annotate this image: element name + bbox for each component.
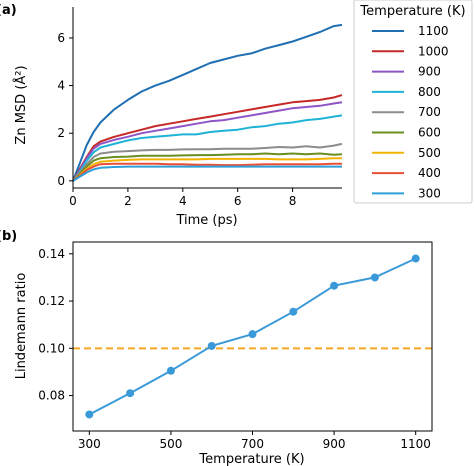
y-tick-label: 0.08: [38, 389, 65, 403]
series-line-1100: [72, 23, 343, 182]
data-point: [207, 341, 216, 350]
x-tick-label: 2: [124, 194, 132, 208]
x-tick-label: 6: [234, 194, 242, 208]
x-tick-label: 700: [241, 437, 264, 451]
y-tick-label: 2: [57, 126, 65, 140]
x-tick-label: 300: [78, 437, 101, 451]
panel-b-y-axis-label: Lindemann ratio: [14, 273, 29, 380]
legend-label-400: 400: [418, 166, 441, 180]
legend-title: Temperature (K): [359, 4, 465, 19]
series-line-300: [72, 165, 342, 182]
series-line-600: [72, 152, 343, 182]
panel-b: (b) 300 500 700 900 1100 0.08 0.10 0.12 0.14 Tem…: [0, 229, 433, 466]
series-line-900: [72, 101, 343, 182]
legend-label-600: 600: [418, 126, 441, 140]
panel-b-series: [73, 254, 432, 419]
data-point: [370, 273, 379, 282]
panel-a-series: [72, 23, 343, 182]
data-point: [85, 410, 94, 419]
y-tick-label: 0: [57, 174, 65, 188]
y-tick-label: 0.10: [38, 341, 65, 355]
panel-a-x-axis-label: Time (ps): [175, 213, 237, 228]
series-line-500: [72, 157, 342, 182]
y-tick-label: 0.12: [38, 294, 65, 308]
panel-a-axes: 0 2 4 6 8 0 2 4 6: [57, 7, 342, 208]
series-line-1000: [72, 94, 343, 182]
y-tick-label: 0.14: [38, 247, 65, 261]
panel-a: (a) 0 2 4 6 8 0 2 4 6 Time (ps) Zn MSD (Å²) Temp…: [0, 0, 473, 228]
data-point: [330, 281, 339, 290]
data-point: [289, 307, 298, 316]
panel-a-legend: Temperature (K) 1100 1000 900 800 700 600 500 4…: [353, 0, 473, 204]
x-tick-label: 8: [289, 194, 297, 208]
y-tick-label: 6: [57, 31, 65, 45]
legend-label-800: 800: [418, 85, 441, 99]
panel-a-y-axis-label: Zn MSD (Å²): [13, 65, 29, 144]
legend-label-500: 500: [418, 146, 441, 160]
series-line-700: [72, 142, 343, 182]
x-tick-label: 500: [159, 437, 182, 451]
legend-label-300: 300: [418, 186, 441, 200]
x-tick-label: 900: [323, 437, 346, 451]
data-point: [166, 366, 175, 375]
x-tick-label: 0: [69, 194, 77, 208]
panel-label-b: (b): [0, 229, 17, 244]
y-tick-label: 4: [57, 79, 65, 93]
legend-label-900: 900: [418, 65, 441, 79]
legend-label-1100: 1100: [418, 24, 449, 38]
series-line-400: [72, 162, 342, 182]
data-point: [126, 389, 135, 398]
legend-label-700: 700: [418, 105, 441, 119]
data-point: [411, 254, 420, 263]
panel-label-a: (a): [0, 3, 17, 18]
panel-b-x-axis-label: Temperature (K): [198, 452, 304, 466]
legend-label-1000: 1000: [418, 44, 449, 58]
x-tick-label: 4: [179, 194, 187, 208]
panel-b-axes: 300 500 700 900 1100 0.08 0.10 0.12 0.14: [38, 241, 433, 451]
data-point: [248, 330, 257, 339]
legend-box: [353, 0, 473, 204]
series-line-800: [72, 114, 343, 182]
x-tick-label: 1100: [400, 437, 431, 451]
